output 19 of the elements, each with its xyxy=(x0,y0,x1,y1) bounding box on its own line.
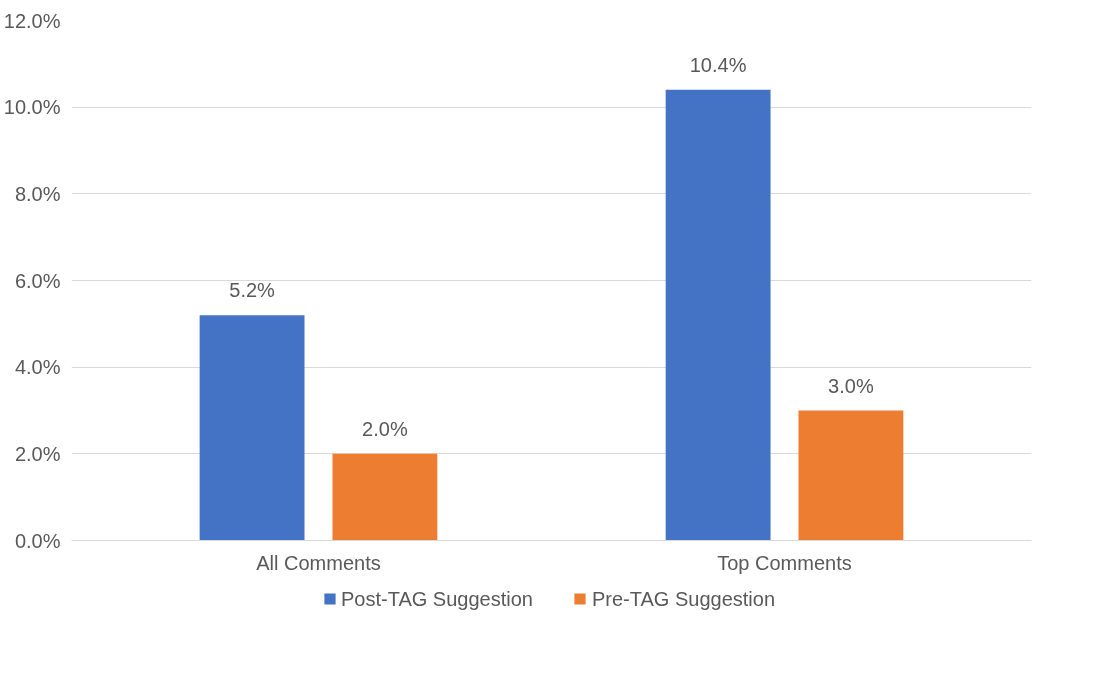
y-tick-label: 12.0% xyxy=(3,9,61,32)
data-label: 5.2% xyxy=(229,279,276,302)
y-tick-label: 6.0% xyxy=(14,269,61,292)
y-tick-label: 2.0% xyxy=(14,442,61,465)
bar xyxy=(199,315,305,541)
bar xyxy=(332,453,438,541)
data-label: 3.0% xyxy=(828,374,874,397)
bar xyxy=(798,410,904,541)
y-tick-label: 8.0% xyxy=(14,182,61,205)
y-tick-label: 10.0% xyxy=(3,96,61,119)
data-label: 2.0% xyxy=(362,417,408,440)
x-tick-label: Top Comments xyxy=(717,551,852,574)
x-tick-label: All Comments xyxy=(256,551,381,574)
data-label: 10.4% xyxy=(689,53,747,76)
bar xyxy=(665,89,771,541)
legend-label: Pre-TAG Suggestion xyxy=(591,587,775,610)
legend-label: Post-TAG Suggestion xyxy=(341,587,533,610)
y-tick-label: 4.0% xyxy=(14,356,61,379)
y-tick-label: 0.0% xyxy=(14,529,61,552)
